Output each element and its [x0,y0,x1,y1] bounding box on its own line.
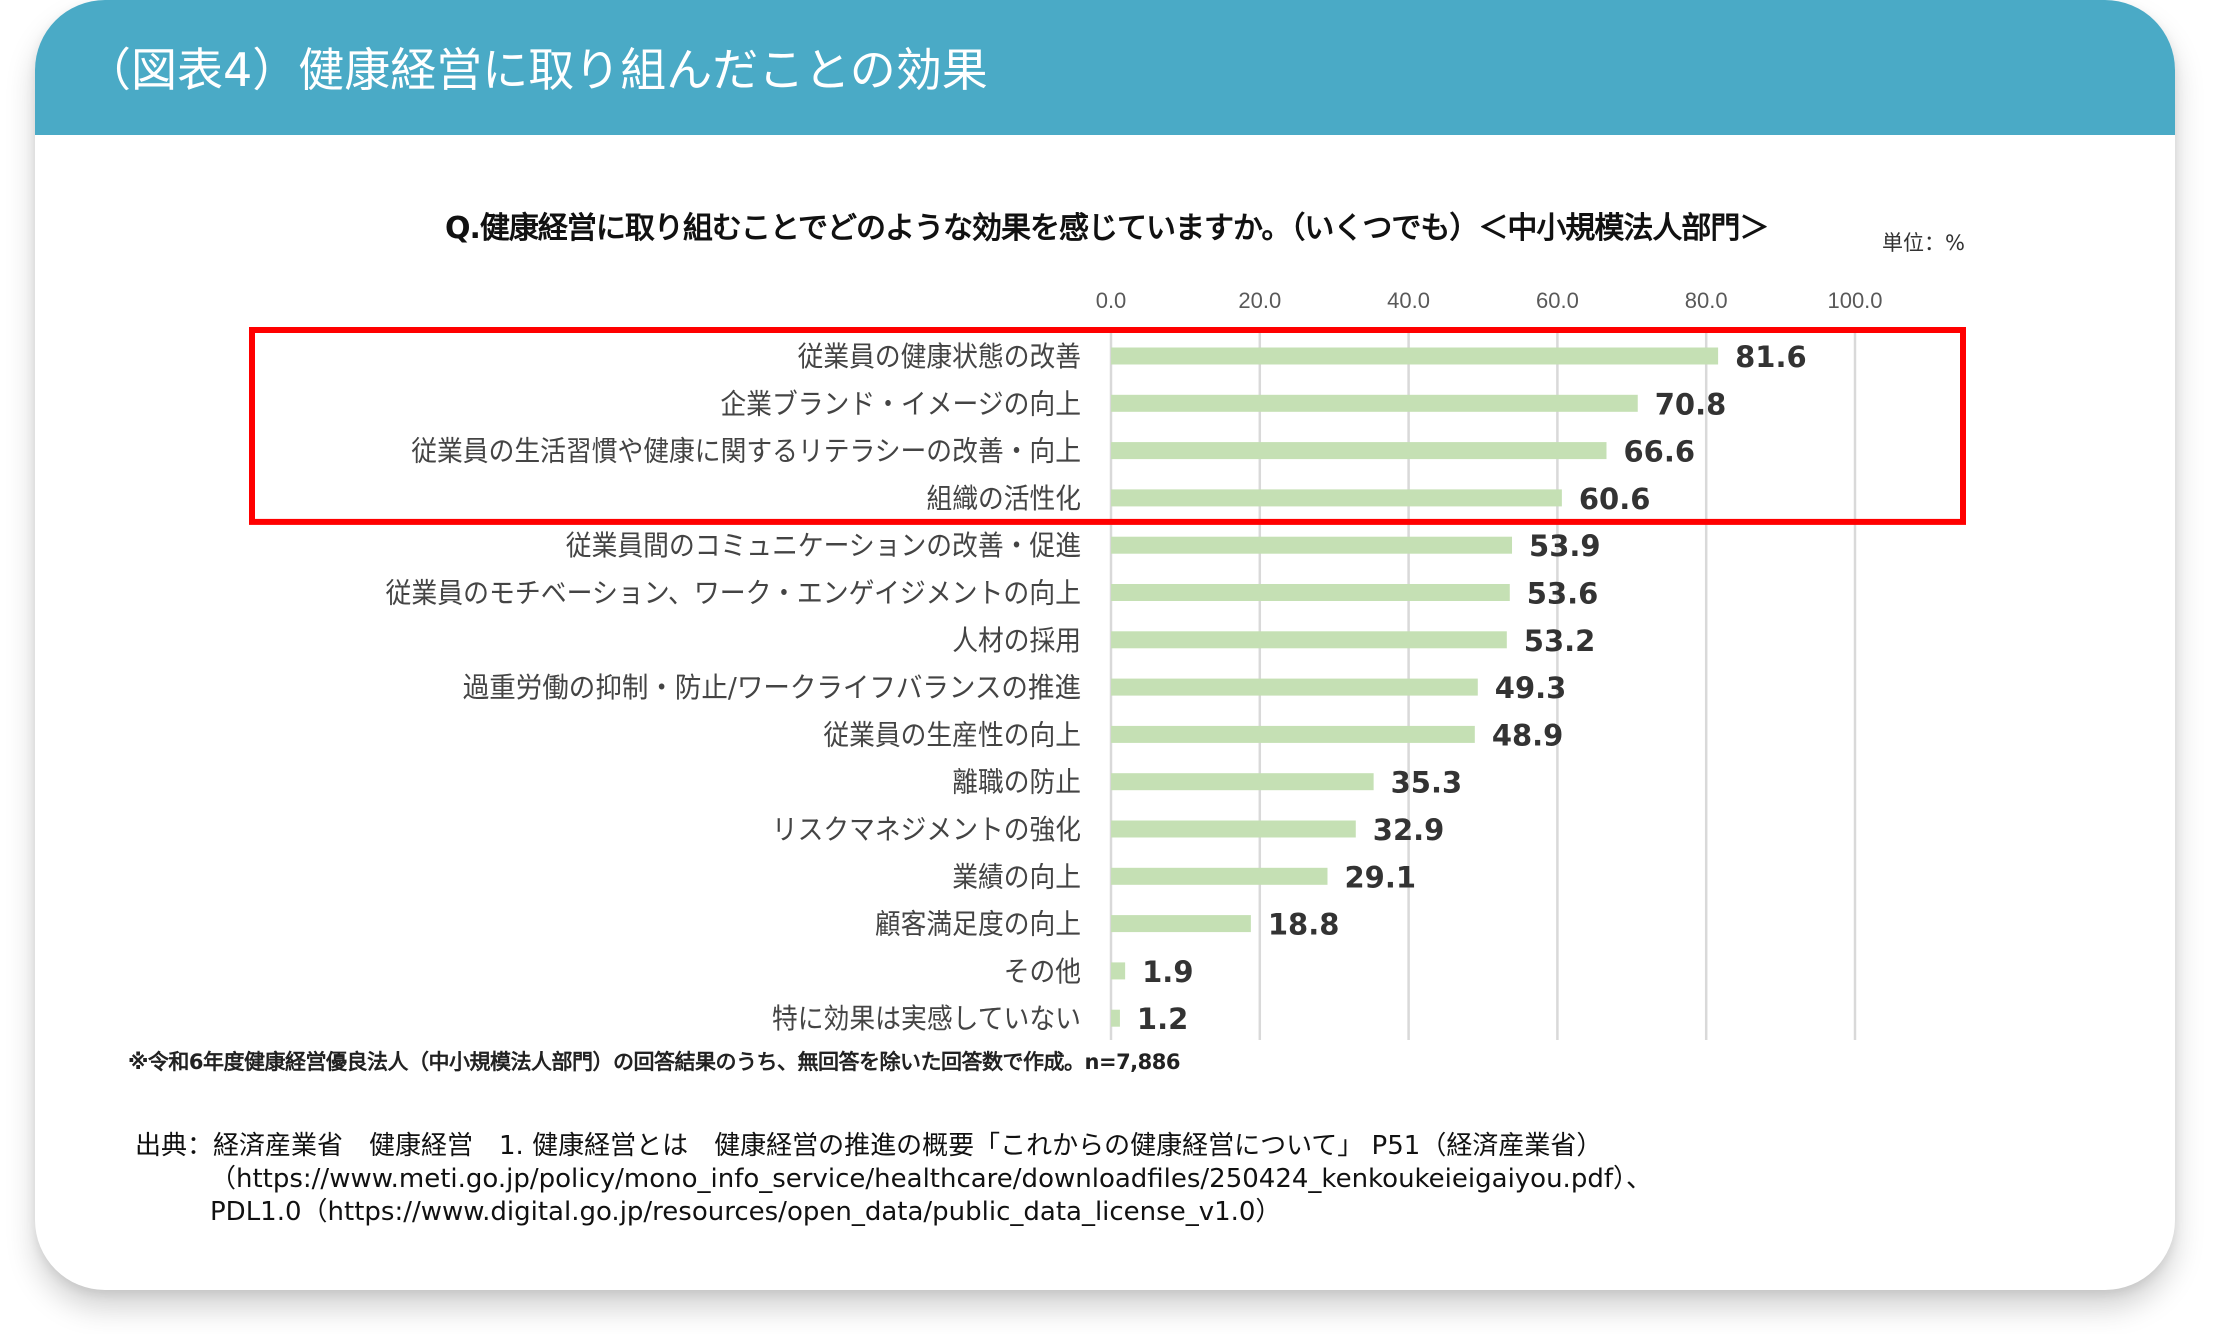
value-label: 1.9 [1142,955,1193,989]
value-label: 53.6 [1527,577,1599,611]
chart-title: Q.健康経営に取り組むことでどのような効果を感じていますか。（いくつでも）＜中小… [445,211,1769,246]
bar [1111,867,1328,885]
x-tick-label: 20.0 [1238,288,1281,313]
value-label: 29.1 [1345,860,1417,894]
value-label: 49.3 [1495,671,1567,705]
bar [1111,442,1607,460]
value-label: 48.9 [1492,718,1564,752]
category-label: その他 [1004,955,1081,988]
bar [1111,962,1126,980]
category-label: 従業員の生産性の向上 [823,718,1081,751]
x-tick-label: 60.0 [1536,288,1579,313]
bar [1111,915,1251,933]
bar [1111,1009,1120,1027]
bar [1111,678,1478,696]
category-label: 従業員の生活習慣や健康に関するリテラシーの改善・向上 [411,435,1081,468]
highlight-box-group [249,327,1966,525]
category-labels: 従業員の健康状態の改善企業ブランド・イメージの向上従業員の生活習慣や健康に関する… [385,340,1081,1035]
value-labels: 81.670.8 66.6 60.6 53.9 53.6 53.2 49.3 48.9 35.3… [1137,340,1807,1036]
category-label: 特に効果は実感していない [772,1002,1081,1035]
figure-title: （図表4）健康経営に取り組んだことの効果 [85,43,988,97]
category-label: 顧客満足度の向上 [875,908,1081,941]
unit-label: 単位：% [1882,231,1965,255]
category-label: 従業員間のコミュニケーションの改善・促進 [566,529,1081,562]
figure-card: （図表4）健康経営に取り組んだことの効果 [35,0,2175,1290]
bars [1111,347,1719,1027]
category-label: 組織の活性化 [926,482,1081,515]
category-label: 人材の採用 [952,624,1081,657]
x-tick-label: 100.0 [1827,288,1882,313]
source-line-2[interactable]: （https://www.meti.go.jp/policy/mono_info… [210,1164,1652,1194]
bar [1111,773,1374,791]
x-tick-label: 0.0 [1096,288,1127,313]
figure-header: （図表4）健康経営に取り組んだことの効果 [35,0,2175,135]
bar [1111,394,1638,412]
category-label: 過重労働の抑制・防止/ワークライフバランスの推進 [463,671,1081,704]
x-tick-label: 40.0 [1387,288,1430,313]
value-label: 60.6 [1579,482,1651,516]
category-label: 業績の向上 [952,860,1081,893]
category-label: リスクマネジメントの強化 [772,813,1081,846]
source-citation: 出典：経済産業省 健康経営 1. 健康経営とは 健康経営の推進の概要「これからの… [135,1130,1652,1229]
value-label: 81.6 [1735,340,1807,374]
bar [1111,631,1507,649]
bar [1111,584,1510,601]
x-tick-label: 80.0 [1685,288,1728,313]
value-label: 1.2 [1137,1002,1188,1036]
category-label: 企業ブランド・イメージの向上 [720,387,1081,420]
value-label: 53.2 [1524,624,1596,658]
bar [1111,820,1356,838]
bar [1111,725,1475,743]
chart-footnote: ※令和6年度健康経営優良法人（中小規模法人部門）の回答結果のうち、無回答を除いた… [128,1050,1181,1074]
value-label: 66.6 [1624,435,1696,469]
bar [1111,489,1562,507]
category-label: 従業員の健康状態の改善 [798,340,1081,373]
category-label: 従業員のモチベーション、ワーク・エンゲイジメントの向上 [385,577,1081,610]
value-label: 18.8 [1268,908,1340,942]
source-line-3[interactable]: PDL1.0（https://www.digital.go.jp/resourc… [210,1197,1282,1227]
value-label: 53.9 [1529,529,1601,563]
value-label: 32.9 [1373,813,1445,847]
highlight-box [249,327,1966,525]
x-axis-ticks: 0.0 20.0 40.0 60.0 80.0 100.0 [1096,288,1883,313]
bar [1111,536,1513,554]
value-label: 70.8 [1655,387,1727,421]
category-label: 離職の防止 [952,766,1081,799]
bar [1111,347,1719,365]
value-label: 35.3 [1391,766,1463,800]
source-line-1: 出典：経済産業省 健康経営 1. 健康経営とは 健康経営の推進の概要「これからの… [135,1131,1603,1161]
